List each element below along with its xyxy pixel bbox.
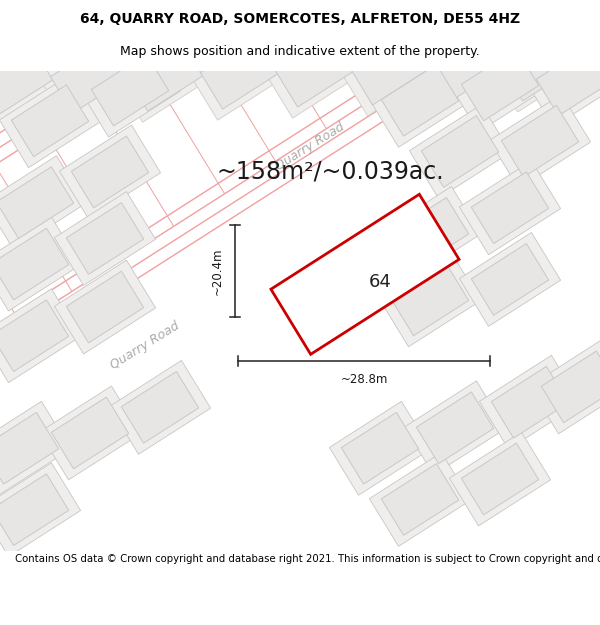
Text: Quarry Road: Quarry Road xyxy=(273,120,347,172)
Polygon shape xyxy=(55,191,155,286)
Polygon shape xyxy=(0,217,80,311)
Polygon shape xyxy=(0,300,68,371)
Polygon shape xyxy=(391,198,469,269)
Polygon shape xyxy=(449,38,551,132)
Text: ~28.8m: ~28.8m xyxy=(340,373,388,386)
Polygon shape xyxy=(370,452,470,546)
Polygon shape xyxy=(188,26,290,120)
Polygon shape xyxy=(0,412,59,484)
Polygon shape xyxy=(341,412,419,484)
Polygon shape xyxy=(38,31,140,124)
Polygon shape xyxy=(404,381,506,475)
Polygon shape xyxy=(79,43,181,137)
Polygon shape xyxy=(409,104,511,198)
Polygon shape xyxy=(425,31,503,103)
Polygon shape xyxy=(109,361,211,454)
Polygon shape xyxy=(200,38,278,109)
Polygon shape xyxy=(370,53,470,148)
Polygon shape xyxy=(11,85,89,157)
Polygon shape xyxy=(413,20,515,114)
Polygon shape xyxy=(500,29,578,101)
Polygon shape xyxy=(0,156,86,249)
Polygon shape xyxy=(0,74,101,168)
Polygon shape xyxy=(391,264,469,336)
Polygon shape xyxy=(491,366,569,438)
Polygon shape xyxy=(524,33,600,127)
Text: ~20.4m: ~20.4m xyxy=(211,248,223,295)
Polygon shape xyxy=(271,194,459,354)
Polygon shape xyxy=(529,340,600,434)
Polygon shape xyxy=(52,397,128,469)
Polygon shape xyxy=(329,401,431,495)
Polygon shape xyxy=(416,392,494,464)
Polygon shape xyxy=(0,32,65,126)
Polygon shape xyxy=(488,18,590,112)
Polygon shape xyxy=(460,232,560,326)
Polygon shape xyxy=(263,24,365,118)
Polygon shape xyxy=(0,167,74,239)
Polygon shape xyxy=(0,289,80,382)
Polygon shape xyxy=(382,464,458,535)
Text: ~158m²/~0.039ac.: ~158m²/~0.039ac. xyxy=(216,160,444,184)
Polygon shape xyxy=(536,44,600,116)
Polygon shape xyxy=(461,443,539,515)
Polygon shape xyxy=(490,94,590,188)
Polygon shape xyxy=(379,186,481,280)
Polygon shape xyxy=(472,244,548,315)
Polygon shape xyxy=(113,28,215,123)
Polygon shape xyxy=(350,33,428,105)
Polygon shape xyxy=(0,44,53,115)
Polygon shape xyxy=(50,41,128,113)
Polygon shape xyxy=(382,64,458,136)
Polygon shape xyxy=(71,136,149,208)
Text: Quarry Road: Quarry Road xyxy=(108,319,182,372)
Polygon shape xyxy=(0,401,71,495)
Polygon shape xyxy=(0,462,80,557)
Polygon shape xyxy=(472,172,548,244)
Polygon shape xyxy=(275,36,353,107)
Text: Map shows position and indicative extent of the property.: Map shows position and indicative extent… xyxy=(120,44,480,58)
Polygon shape xyxy=(502,106,578,177)
Text: 64: 64 xyxy=(368,274,391,291)
Polygon shape xyxy=(59,125,161,219)
Polygon shape xyxy=(91,54,169,126)
Polygon shape xyxy=(338,22,440,116)
Polygon shape xyxy=(40,386,140,480)
Polygon shape xyxy=(0,228,68,300)
Polygon shape xyxy=(541,351,600,423)
Polygon shape xyxy=(449,432,551,526)
Polygon shape xyxy=(0,474,68,546)
Polygon shape xyxy=(55,260,155,354)
Text: Contains OS data © Crown copyright and database right 2021. This information is : Contains OS data © Crown copyright and d… xyxy=(15,554,600,564)
Polygon shape xyxy=(461,49,539,121)
Polygon shape xyxy=(421,116,499,188)
Polygon shape xyxy=(479,355,581,449)
Polygon shape xyxy=(460,161,560,254)
Polygon shape xyxy=(125,39,203,111)
Polygon shape xyxy=(67,271,143,343)
Text: 64, QUARRY ROAD, SOMERCOTES, ALFRETON, DE55 4HZ: 64, QUARRY ROAD, SOMERCOTES, ALFRETON, D… xyxy=(80,12,520,26)
Polygon shape xyxy=(379,253,481,347)
Polygon shape xyxy=(121,371,199,443)
Polygon shape xyxy=(67,202,143,274)
